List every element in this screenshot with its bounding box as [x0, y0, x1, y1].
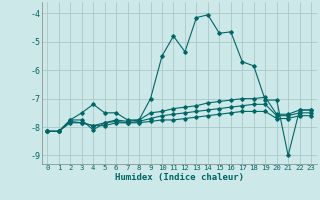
- X-axis label: Humidex (Indice chaleur): Humidex (Indice chaleur): [115, 173, 244, 182]
